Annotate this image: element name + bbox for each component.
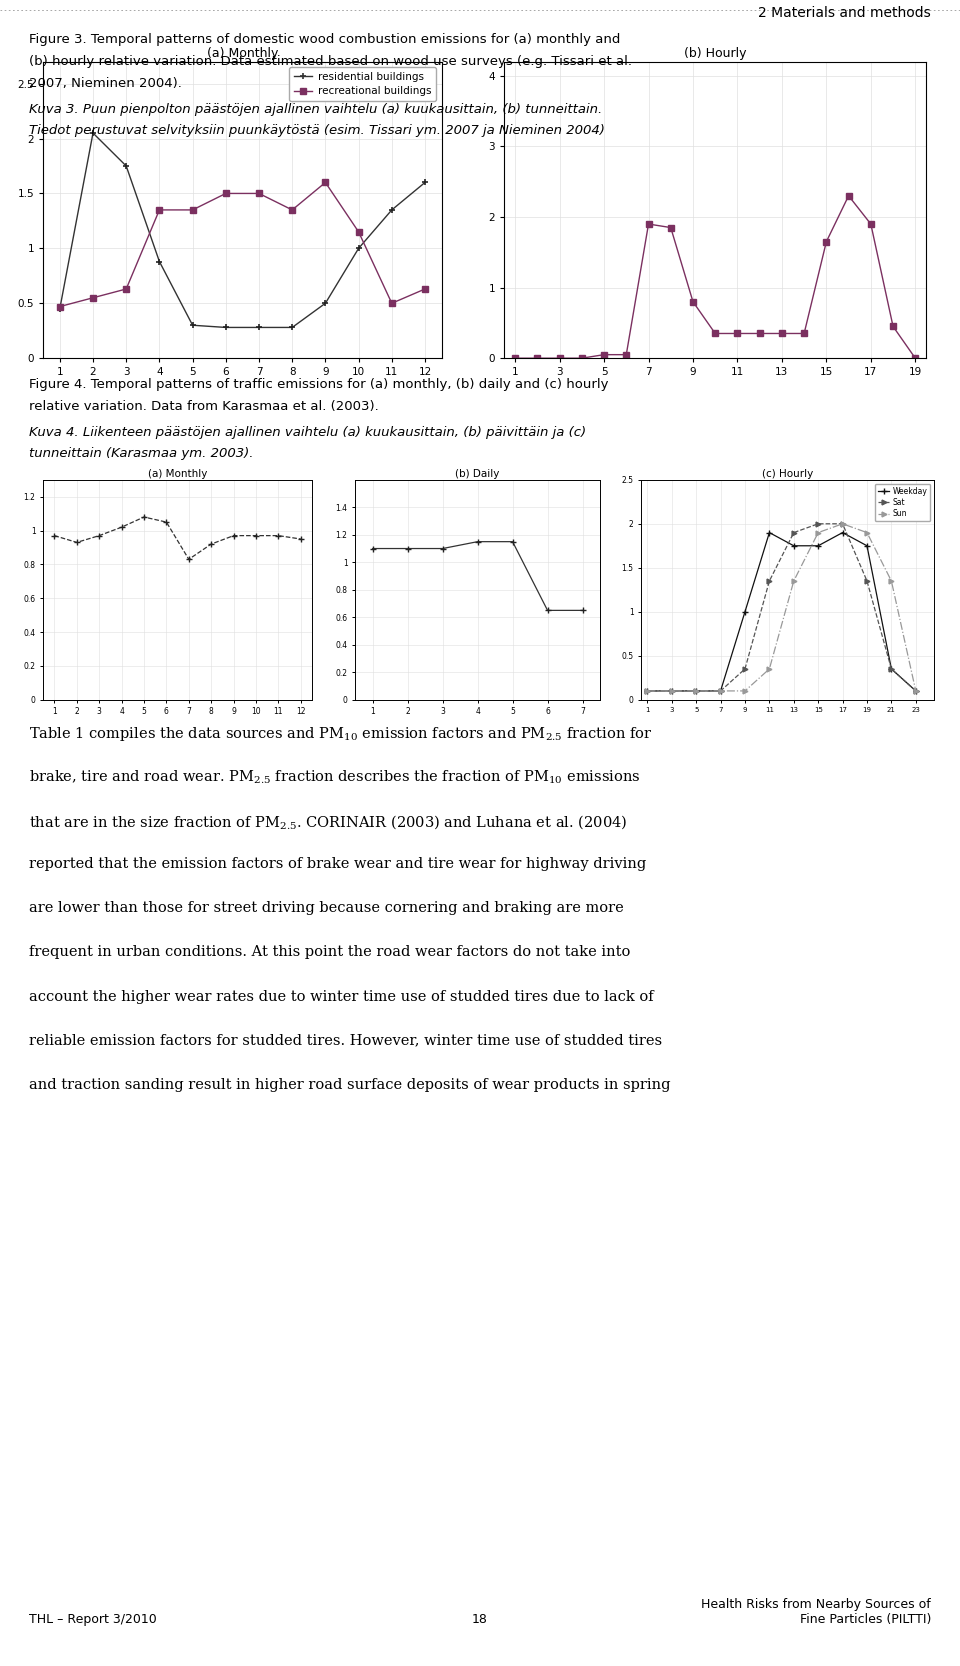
Text: Figure 4. Temporal patterns of traffic emissions for (a) monthly, (b) daily and : Figure 4. Temporal patterns of traffic e… [29, 378, 609, 392]
Title: (c) Hourly: (c) Hourly [762, 470, 813, 480]
Text: 2007, Nieminen 2004).: 2007, Nieminen 2004). [29, 77, 181, 90]
Text: Health Risks from Nearby Sources of
Fine Particles (PILTTI): Health Risks from Nearby Sources of Fine… [702, 1598, 931, 1626]
Title: (a) Monthly: (a) Monthly [148, 470, 207, 480]
Text: 18: 18 [472, 1613, 488, 1626]
Text: Kuva 3. Puun pienpolton päästöjen ajallinen vaihtelu (a) kuukausittain, (b) tunn: Kuva 3. Puun pienpolton päästöjen ajalli… [29, 103, 602, 115]
Text: Tiedot perustuvat selvityksiin puunkäytöstä (esim. Tissari ym. 2007 ja Nieminen : Tiedot perustuvat selvityksiin puunkäytö… [29, 125, 605, 137]
Text: brake, tire and road wear. $\mathregular{PM_{2.5}}$ fraction describes the fract: brake, tire and road wear. $\mathregular… [29, 770, 640, 786]
Text: Table 1 compiles the data sources and $\mathregular{PM_{10}}$ emission factors a: Table 1 compiles the data sources and $\… [29, 725, 652, 743]
Title: (a) Monthly: (a) Monthly [206, 47, 278, 60]
Text: tunneittain (Karasmaa ym. 2003).: tunneittain (Karasmaa ym. 2003). [29, 448, 253, 460]
Text: reported that the emission factors of brake wear and tire wear for highway drivi: reported that the emission factors of br… [29, 858, 646, 871]
Text: that are in the size fraction of $\mathregular{PM_{2.5}}$. CORINAIR (2003) and L: that are in the size fraction of $\mathr… [29, 813, 627, 831]
Title: (b) Hourly: (b) Hourly [684, 47, 747, 60]
Legend: Weekday, Sat, Sun: Weekday, Sat, Sun [875, 483, 930, 521]
Text: THL – Report 3/2010: THL – Report 3/2010 [29, 1613, 156, 1626]
Text: are lower than those for street driving because cornering and braking are more: are lower than those for street driving … [29, 901, 624, 915]
Text: Figure 3. Temporal patterns of domestic wood combustion emissions for (a) monthl: Figure 3. Temporal patterns of domestic … [29, 33, 620, 47]
Legend: residential buildings, recreational buildings: residential buildings, recreational buil… [289, 67, 437, 102]
Text: Kuva 4. Liikenteen päästöjen ajallinen vaihtelu (a) kuukausittain, (b) päivittäi: Kuva 4. Liikenteen päästöjen ajallinen v… [29, 426, 586, 438]
Text: (b) hourly relative variation. Data estimated based on wood use surveys (e.g. Ti: (b) hourly relative variation. Data esti… [29, 55, 632, 68]
Text: relative variation. Data from Karasmaa et al. (2003).: relative variation. Data from Karasmaa e… [29, 400, 378, 413]
Text: 2 Materials and methods: 2 Materials and methods [758, 7, 931, 20]
Text: account the higher wear rates due to winter time use of studded tires due to lac: account the higher wear rates due to win… [29, 990, 654, 1003]
Text: frequent in urban conditions. At this point the road wear factors do not take in: frequent in urban conditions. At this po… [29, 946, 630, 960]
Text: reliable emission factors for studded tires. However, winter time use of studded: reliable emission factors for studded ti… [29, 1033, 662, 1048]
Title: (b) Daily: (b) Daily [455, 470, 500, 480]
Text: and traction sanding result in higher road surface deposits of wear products in : and traction sanding result in higher ro… [29, 1078, 670, 1091]
